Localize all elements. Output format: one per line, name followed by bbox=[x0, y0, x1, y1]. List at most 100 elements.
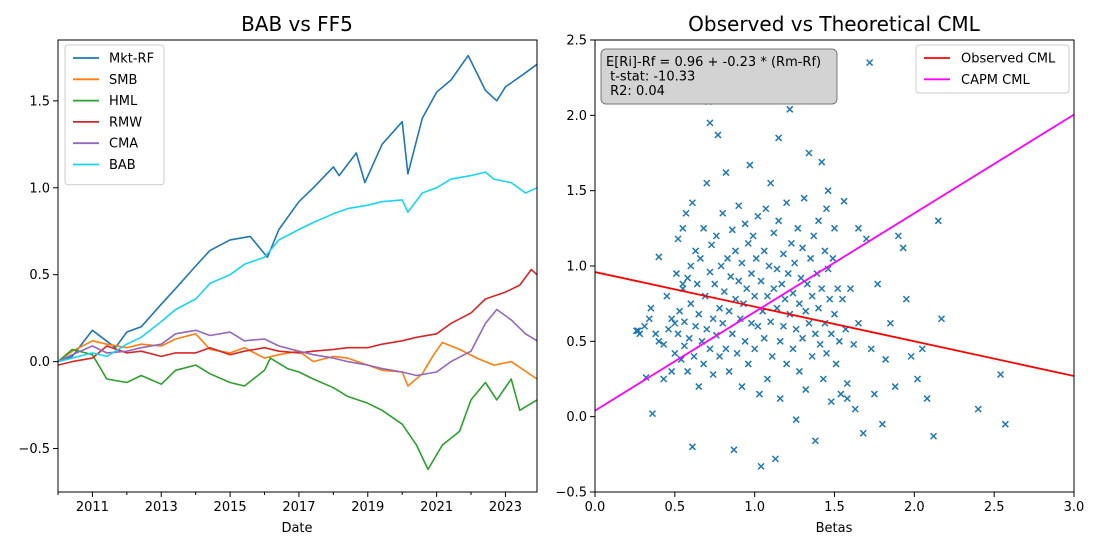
scatter-point bbox=[815, 217, 823, 225]
legend-label: Mkt-RF bbox=[109, 52, 154, 67]
scatter-point bbox=[751, 292, 759, 300]
scatter-point bbox=[918, 345, 926, 353]
scatter-point bbox=[677, 355, 685, 363]
scatter-point bbox=[733, 349, 741, 357]
x-tick-label: 1.0 bbox=[744, 500, 765, 515]
scatter-point bbox=[811, 437, 819, 445]
scatter-point bbox=[974, 405, 982, 413]
scatter-point bbox=[802, 307, 810, 315]
scatter-point bbox=[747, 270, 756, 278]
y-tick-label: −0.5 bbox=[18, 442, 50, 457]
scatter-point bbox=[902, 295, 910, 303]
scatter-point bbox=[807, 254, 815, 262]
scatter-point bbox=[754, 322, 762, 330]
scatter-point bbox=[648, 410, 657, 418]
scatter-point bbox=[997, 370, 1005, 379]
chart-title: BAB vs FF5 bbox=[241, 12, 353, 36]
annotation-line: E[Ri]-Rf = 0.96 + -0.23 * (Rm-Rf) bbox=[606, 55, 821, 70]
scatter-point bbox=[778, 280, 786, 288]
axes: 0.0 0.5 1.0 1.5 2.0 2.5 3.0−0.50.00.51.01.52.0… bbox=[555, 34, 1084, 516]
scatter-point bbox=[690, 352, 698, 360]
scatter-point bbox=[632, 327, 641, 335]
x-tick-label: 2015 bbox=[214, 500, 247, 515]
scatter-point bbox=[867, 345, 875, 353]
scatter-point bbox=[799, 244, 807, 252]
scatter-point bbox=[789, 289, 797, 297]
scatter-point bbox=[679, 224, 687, 232]
scatter-point bbox=[854, 224, 862, 232]
x-tick-label: 1.5 bbox=[824, 500, 845, 515]
scatter-point bbox=[771, 455, 779, 463]
scatter-point bbox=[709, 370, 717, 379]
scatter-point bbox=[722, 169, 730, 177]
chart-panel-observed-vs-theoretical-cml: Observed vs Theoretical CML 0.0 0.5 1.0 1.5… bbox=[555, 12, 1084, 536]
scatter-point bbox=[717, 262, 725, 270]
scatter-point bbox=[757, 462, 765, 470]
line-capm-cml bbox=[595, 113, 1074, 412]
scatter-point bbox=[765, 262, 773, 270]
scatter-point bbox=[934, 217, 942, 225]
scatter-point bbox=[913, 375, 922, 383]
scatter-point bbox=[731, 247, 740, 255]
scatter-point bbox=[703, 325, 711, 333]
scatter-point bbox=[687, 262, 695, 270]
scatter-point bbox=[866, 59, 874, 67]
scatter-point bbox=[684, 367, 692, 375]
x-axis-label: Date bbox=[281, 521, 312, 536]
scatter-point bbox=[775, 217, 783, 225]
scatter-point bbox=[700, 224, 708, 232]
scatter-point bbox=[803, 280, 811, 288]
scatter-point bbox=[808, 352, 816, 360]
scatter-point bbox=[696, 254, 704, 262]
scatter-point bbox=[682, 209, 690, 217]
scatter-point bbox=[792, 416, 800, 424]
scatter-point bbox=[728, 330, 736, 338]
scatter-point bbox=[818, 158, 826, 166]
x-tick-label: 2.5 bbox=[984, 500, 1005, 515]
legend-label: HML bbox=[109, 94, 138, 109]
scatter-point bbox=[692, 322, 700, 330]
x-tick-label: 0.5 bbox=[664, 500, 685, 515]
scatter-point bbox=[723, 254, 732, 262]
plot-frame bbox=[57, 39, 538, 493]
scatter-point bbox=[744, 360, 752, 368]
scatter-point bbox=[687, 300, 695, 308]
scatter-point bbox=[671, 349, 679, 357]
scatter-point bbox=[783, 199, 791, 207]
series-line-cma bbox=[57, 308, 538, 377]
scatter-point bbox=[706, 345, 714, 353]
scatter-point bbox=[719, 319, 727, 327]
scatter-point bbox=[891, 383, 899, 391]
series-line-bab bbox=[57, 171, 538, 363]
scatter-point bbox=[755, 390, 763, 398]
scatter-point bbox=[680, 342, 688, 350]
x-tick-label: 2013 bbox=[145, 500, 178, 515]
scatter-point bbox=[768, 352, 776, 360]
scatter-point bbox=[776, 337, 784, 345]
y-tick-label: 1.5 bbox=[566, 184, 587, 199]
scatter-point bbox=[882, 355, 890, 363]
scatter-point bbox=[775, 134, 783, 142]
scatter-point bbox=[805, 319, 813, 327]
scatter-point bbox=[671, 319, 679, 327]
scatter-point bbox=[716, 304, 724, 312]
scatter-point bbox=[791, 259, 799, 267]
scatter-point bbox=[859, 429, 867, 437]
scatter-point bbox=[674, 235, 682, 243]
scatter-point bbox=[822, 205, 831, 213]
scatter-point bbox=[821, 247, 829, 255]
scatter-point bbox=[676, 307, 684, 315]
scatter-point bbox=[822, 349, 831, 357]
x-tick-label: 2011 bbox=[76, 500, 109, 515]
scatter-point bbox=[894, 232, 902, 240]
scatter-point bbox=[779, 250, 787, 258]
series-line-rmw bbox=[57, 268, 538, 366]
scatter-point bbox=[837, 390, 845, 398]
scatter-point bbox=[776, 395, 784, 403]
scatter-point bbox=[870, 390, 878, 398]
scatter-point bbox=[795, 367, 803, 375]
scatter-point bbox=[760, 334, 768, 342]
scatter-point bbox=[708, 241, 716, 249]
scatter-point bbox=[795, 300, 803, 308]
